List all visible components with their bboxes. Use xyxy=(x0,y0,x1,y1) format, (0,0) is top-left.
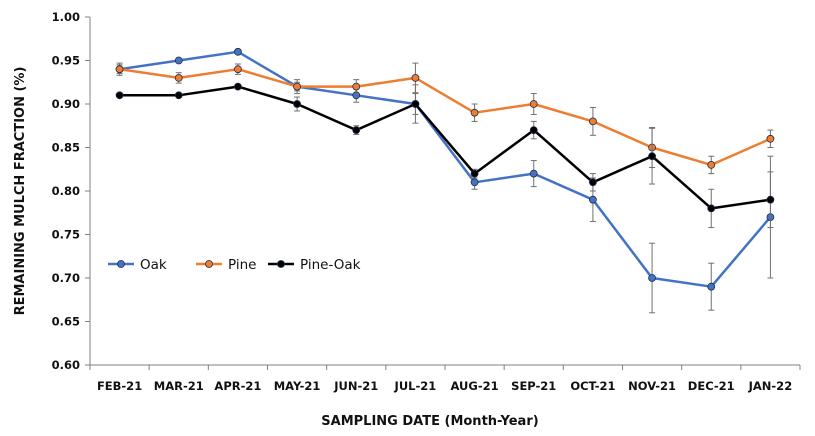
y-axis-ticks: 0.60 0.65 0.70 0.75 0.80 0.85 0.90 0.95 1.00 xyxy=(52,10,90,372)
data-point xyxy=(234,47,242,56)
y-tick-label: 0.95 xyxy=(52,54,80,68)
legend-label: Oak xyxy=(140,257,167,273)
data-point xyxy=(352,82,361,91)
x-axis-ticks: FEB-21 MAR-21 APR-21 MAY-21 JUN-21 JUL-21 AUG-… xyxy=(89,365,801,393)
legend-label: Pine-Oak xyxy=(300,257,361,273)
data-point xyxy=(707,160,716,169)
y-tick-label: 0.65 xyxy=(52,315,80,329)
series-line xyxy=(119,50,772,288)
series-pine xyxy=(115,62,775,175)
data-point xyxy=(707,282,716,291)
legend-item: Pine-Oak xyxy=(268,257,361,273)
data-point xyxy=(115,65,124,74)
data-point xyxy=(529,126,538,135)
data-point xyxy=(411,100,420,108)
data-point xyxy=(589,178,597,187)
legend-label: Pine xyxy=(228,257,256,273)
series-pine-oak xyxy=(115,82,775,229)
data-point xyxy=(589,117,597,126)
legend-item: Oak xyxy=(108,257,167,273)
data-point xyxy=(707,204,716,213)
data-point xyxy=(529,169,538,178)
legend-swatch-marker xyxy=(277,260,285,268)
data-point xyxy=(411,74,420,82)
data-point xyxy=(766,195,775,204)
y-tick-label: 0.85 xyxy=(52,141,80,155)
y-tick-label: 0.70 xyxy=(52,271,80,285)
x-tick-label: JUL-21 xyxy=(394,379,437,393)
data-point xyxy=(293,82,301,91)
y-tick-label: 1.00 xyxy=(52,10,80,24)
y-tick-label: 0.75 xyxy=(52,228,80,242)
x-tick-label: SEP-21 xyxy=(511,379,556,393)
x-tick-label: APR-21 xyxy=(214,379,261,393)
data-point xyxy=(115,91,124,100)
series-line xyxy=(119,85,771,210)
x-tick-label: JAN-22 xyxy=(748,379,793,393)
series-oak xyxy=(115,47,775,314)
x-tick-label: MAR-21 xyxy=(154,379,204,393)
data-point xyxy=(470,169,479,178)
legend-swatch-marker xyxy=(117,260,125,268)
x-tick-label: NOV-21 xyxy=(628,379,676,393)
y-tick-label: 0.90 xyxy=(52,97,80,111)
x-axis-title: SAMPLING DATE (Month-Year) xyxy=(321,414,538,429)
data-point xyxy=(174,91,183,100)
x-tick-label: JUN-21 xyxy=(333,379,378,393)
y-axis-title: REMAINING MULCH FRACTION (%) xyxy=(13,67,28,316)
x-tick-label: FEB-21 xyxy=(97,379,142,393)
x-tick-label: OCT-21 xyxy=(570,379,615,393)
x-tick-label: MAY-21 xyxy=(274,379,321,393)
data-point xyxy=(470,178,479,187)
data-point xyxy=(589,195,597,204)
data-point xyxy=(234,82,242,91)
y-tick-label: 0.80 xyxy=(52,184,80,198)
data-point xyxy=(648,274,656,282)
data-point xyxy=(766,134,775,143)
series-layer xyxy=(115,47,775,314)
legend-swatch-marker xyxy=(205,260,213,268)
data-point xyxy=(648,152,656,161)
data-point xyxy=(470,108,479,117)
data-point xyxy=(529,100,538,108)
legend-item: Pine xyxy=(196,257,256,273)
data-point xyxy=(293,100,301,108)
series-line xyxy=(119,67,771,167)
x-tick-label: DEC-21 xyxy=(688,379,735,393)
data-point xyxy=(234,65,242,74)
x-tick-label: AUG-21 xyxy=(451,379,499,393)
data-point xyxy=(352,126,361,135)
y-tick-label: 0.60 xyxy=(52,358,80,372)
data-point xyxy=(174,56,183,65)
data-point xyxy=(174,74,183,82)
legend: Oak Pine Pine-Oak xyxy=(108,257,361,273)
